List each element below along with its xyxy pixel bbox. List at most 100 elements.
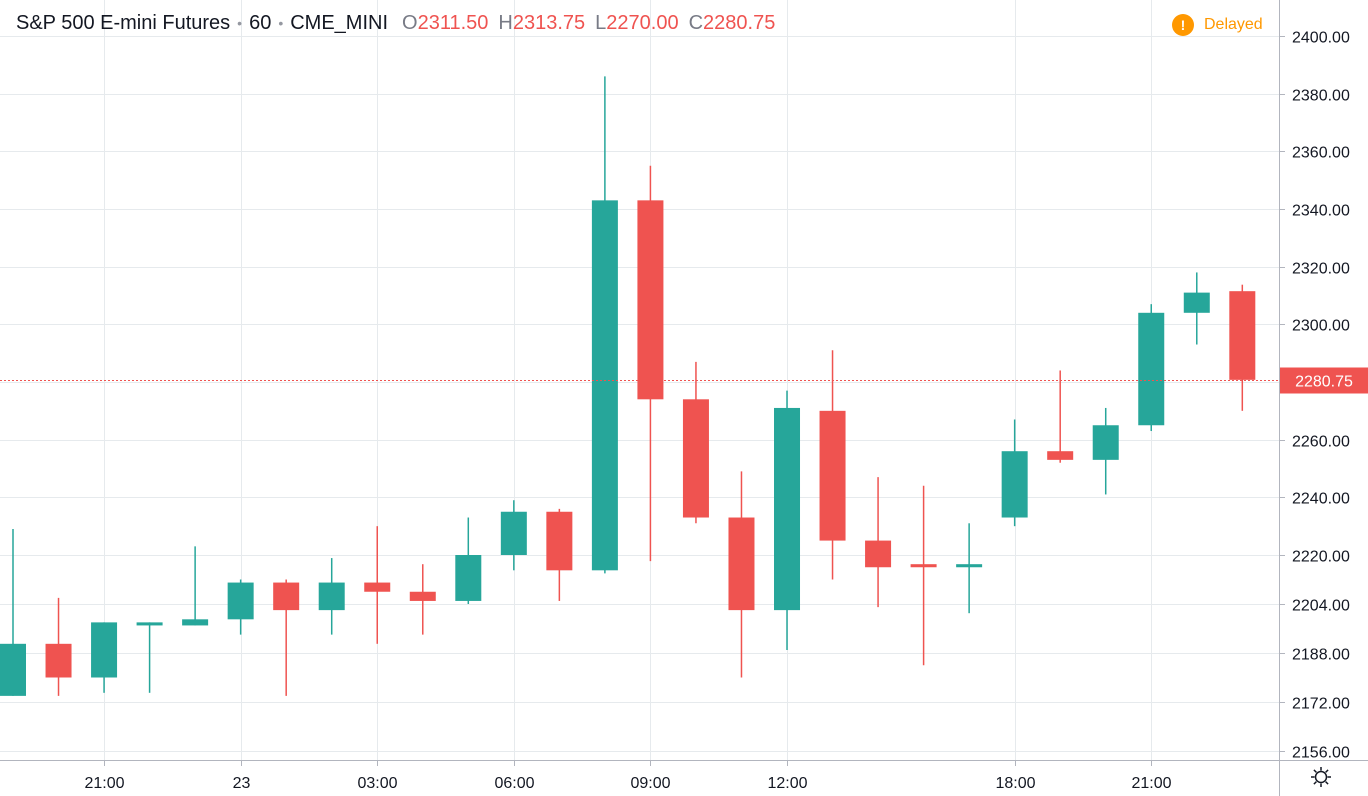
time-tick-label: 21:00 xyxy=(84,775,124,792)
price-tick-label: 2172.00 xyxy=(1292,696,1350,713)
ohlc-values: O2311.50 H2313.75 L2270.00 C2280.75 xyxy=(402,12,785,35)
price-tick-label: 2156.00 xyxy=(1292,745,1350,762)
candle-body xyxy=(136,622,163,626)
candle xyxy=(136,622,163,693)
candle xyxy=(364,526,391,644)
candle-body xyxy=(637,200,664,400)
candle xyxy=(774,390,801,650)
candle-body xyxy=(91,622,118,678)
last-price-label: 2280.75 xyxy=(1295,374,1353,391)
candle xyxy=(318,558,345,635)
candle-body xyxy=(1001,451,1028,518)
candle-body xyxy=(546,511,573,571)
candle-body xyxy=(591,200,618,571)
grid-lines xyxy=(0,0,1280,760)
candle-body xyxy=(364,582,391,592)
delayed-label: Delayed xyxy=(1204,16,1263,33)
price-tick-label: 2320.00 xyxy=(1292,261,1350,278)
candle xyxy=(0,529,26,696)
candle-body xyxy=(500,511,527,555)
candle-body xyxy=(409,591,436,601)
candle xyxy=(1229,284,1256,411)
candle-body xyxy=(819,410,846,541)
low-value: L2270.00 xyxy=(595,11,679,34)
candle-body xyxy=(273,582,300,611)
candle-body xyxy=(728,517,755,611)
candle xyxy=(227,579,254,635)
gear-icon[interactable] xyxy=(1309,765,1333,789)
candle-body xyxy=(774,407,801,611)
time-tick-label: 18:00 xyxy=(995,775,1035,792)
price-tick-label: 2260.00 xyxy=(1292,434,1350,451)
time-axis[interactable]: 21:00 23 03:00 06:00 09:00 12:00 18:00 21:00 xyxy=(84,760,1172,792)
time-tick-label: 03:00 xyxy=(357,775,397,792)
delayed-badge[interactable]: ! Delayed xyxy=(1172,12,1263,38)
time-tick-label: 21:00 xyxy=(1131,775,1171,792)
price-tick-label: 2188.00 xyxy=(1292,647,1350,664)
candle-body xyxy=(1229,291,1256,380)
candle-body xyxy=(1183,292,1210,313)
candle xyxy=(1092,407,1119,495)
candle xyxy=(728,471,755,678)
price-tick-label: 2360.00 xyxy=(1292,145,1350,162)
candle xyxy=(819,350,846,580)
price-tick-label: 2340.00 xyxy=(1292,203,1350,220)
candle xyxy=(546,508,573,601)
last-price-label-box xyxy=(1280,367,1368,394)
candle-body xyxy=(1138,312,1165,426)
candles xyxy=(0,76,1256,696)
candle xyxy=(591,76,618,574)
alert-icon: ! xyxy=(1172,14,1194,36)
candle-body xyxy=(455,555,482,601)
price-axis[interactable]: 2400.00 2380.00 2360.00 2340.00 2320.00 2300.… xyxy=(1280,30,1350,762)
price-tick-label: 2240.00 xyxy=(1292,491,1350,508)
price-tick-label: 2204.00 xyxy=(1292,598,1350,615)
time-tick-label: 12:00 xyxy=(767,775,807,792)
candle xyxy=(1047,370,1074,463)
candle xyxy=(1001,419,1028,527)
time-tick-label: 06:00 xyxy=(494,775,534,792)
candle-body xyxy=(318,582,345,611)
candle xyxy=(956,523,983,614)
candle-body xyxy=(910,564,937,568)
price-tick-label: 2400.00 xyxy=(1292,30,1350,47)
candle xyxy=(637,165,664,562)
separator-dot: • xyxy=(278,15,284,31)
candle-body xyxy=(682,399,709,518)
exchange-label: CME_MINI xyxy=(290,11,389,34)
time-tick-label: 09:00 xyxy=(630,775,670,792)
time-tick-label: 23 xyxy=(233,775,251,792)
close-value: C2280.75 xyxy=(688,11,776,34)
separator-dot: • xyxy=(237,15,243,31)
price-tick-label: 2220.00 xyxy=(1292,549,1350,566)
candle-body xyxy=(0,643,26,696)
candle-body xyxy=(227,582,254,620)
candle xyxy=(1138,304,1165,432)
candle-body xyxy=(45,643,72,678)
candle xyxy=(865,477,892,608)
candle-body xyxy=(956,564,983,568)
price-tick-label: 2380.00 xyxy=(1292,88,1350,105)
candle-body xyxy=(1047,451,1074,460)
open-value: O2311.50 xyxy=(402,11,489,34)
candle xyxy=(1183,272,1210,345)
candle xyxy=(91,622,118,693)
price-tick-label: 2300.00 xyxy=(1292,318,1350,335)
candle xyxy=(45,597,72,696)
high-value: H2313.75 xyxy=(498,11,586,34)
symbol-name[interactable]: S&P 500 E-mini Futures xyxy=(16,11,231,34)
candle xyxy=(500,500,527,571)
chart-legend: S&P 500 E-mini Futures • 60 • CME_MINI O… xyxy=(0,0,785,46)
candle-body xyxy=(182,619,209,626)
candle-body xyxy=(1092,425,1119,460)
candle xyxy=(273,579,300,696)
candle-body xyxy=(865,540,892,568)
candle xyxy=(455,517,482,604)
candle xyxy=(182,546,209,626)
last-price-marker: 2280.75 xyxy=(0,367,1368,394)
candle xyxy=(409,564,436,635)
candle xyxy=(682,361,709,524)
interval-label[interactable]: 60 xyxy=(249,11,272,34)
candle xyxy=(910,485,937,666)
